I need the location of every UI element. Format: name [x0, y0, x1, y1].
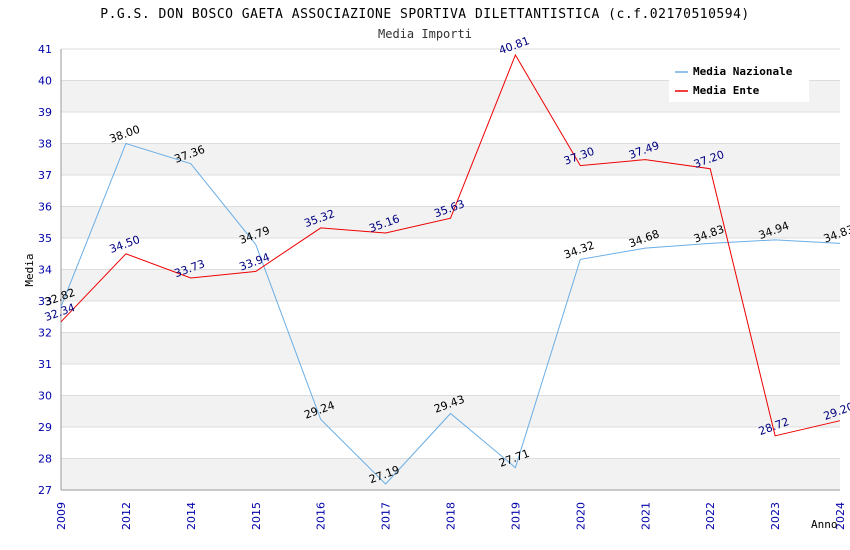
- y-tick-label: 33: [38, 295, 52, 308]
- grid-band: [61, 427, 840, 459]
- grid-band: [61, 332, 840, 364]
- chart-subtitle: Media Importi: [378, 27, 472, 41]
- y-tick-label: 27: [38, 484, 52, 497]
- x-tick-label: 2014: [185, 502, 198, 530]
- y-tick-label: 30: [38, 390, 52, 403]
- series-lines: [60, 53, 841, 485]
- legend: Media Nazionale Media Ente: [669, 60, 809, 102]
- grid-band: [61, 395, 840, 427]
- grid-band: [61, 175, 840, 207]
- legend-background: [669, 60, 809, 102]
- x-tick-label: 2020: [574, 502, 587, 530]
- grid-band: [61, 301, 840, 333]
- x-tick-label: 2015: [250, 502, 263, 530]
- x-tick-label: 2018: [445, 502, 458, 530]
- x-tick-label: 2012: [120, 502, 133, 530]
- legend-label-media-ente: Media Ente: [693, 84, 760, 97]
- x-tick-label: 2021: [639, 502, 652, 530]
- y-tick-label: 39: [38, 106, 52, 119]
- grid-band: [61, 458, 840, 490]
- y-tick-label: 41: [38, 43, 52, 56]
- grid-band: [61, 112, 840, 144]
- x-tick-label: 2019: [509, 502, 522, 530]
- x-tick-label: 2022: [704, 502, 717, 530]
- x-tick-label: 2009: [55, 502, 68, 530]
- x-axis-label: Anno: [811, 518, 838, 531]
- y-tick-label: 31: [38, 358, 52, 371]
- legend-label-media-nazionale: Media Nazionale: [693, 65, 793, 78]
- series-line-media-nazionale: [60, 142, 841, 485]
- grid-band: [61, 364, 840, 396]
- x-tick-label: 2024: [834, 502, 847, 530]
- y-tick-label: 28: [38, 453, 52, 466]
- y-tick-label: 35: [38, 232, 52, 245]
- chart-title: P.G.S. DON BOSCO GAETA ASSOCIAZIONE SPOR…: [100, 7, 749, 22]
- y-tick-label: 32: [38, 327, 52, 340]
- y-axis-label: Media: [23, 253, 36, 286]
- y-tick-label: 40: [38, 75, 52, 88]
- grid-band: [61, 206, 840, 238]
- y-tick-label: 37: [38, 169, 52, 182]
- x-tick-label: 2017: [380, 502, 393, 530]
- series-line-media-ente: [60, 53, 841, 437]
- y-tick-label: 29: [38, 421, 52, 434]
- y-tick-labels: 27 28 29 30 31 32 33 34 35 36 37 38 39 40 41: [38, 43, 52, 497]
- x-tick-labels: 2009 2012 2014 2015 2016 2017 2018 2019 2020 2021…: [55, 502, 847, 530]
- x-tick-label: 2016: [315, 502, 328, 530]
- y-tick-label: 36: [38, 201, 52, 214]
- x-tick-label: 2023: [769, 502, 782, 530]
- y-tick-label: 34: [38, 264, 52, 277]
- grid-lines: [61, 48, 840, 491]
- grid-band: [61, 269, 840, 301]
- grid-bands: [61, 49, 840, 490]
- y-tick-label: 38: [38, 138, 52, 151]
